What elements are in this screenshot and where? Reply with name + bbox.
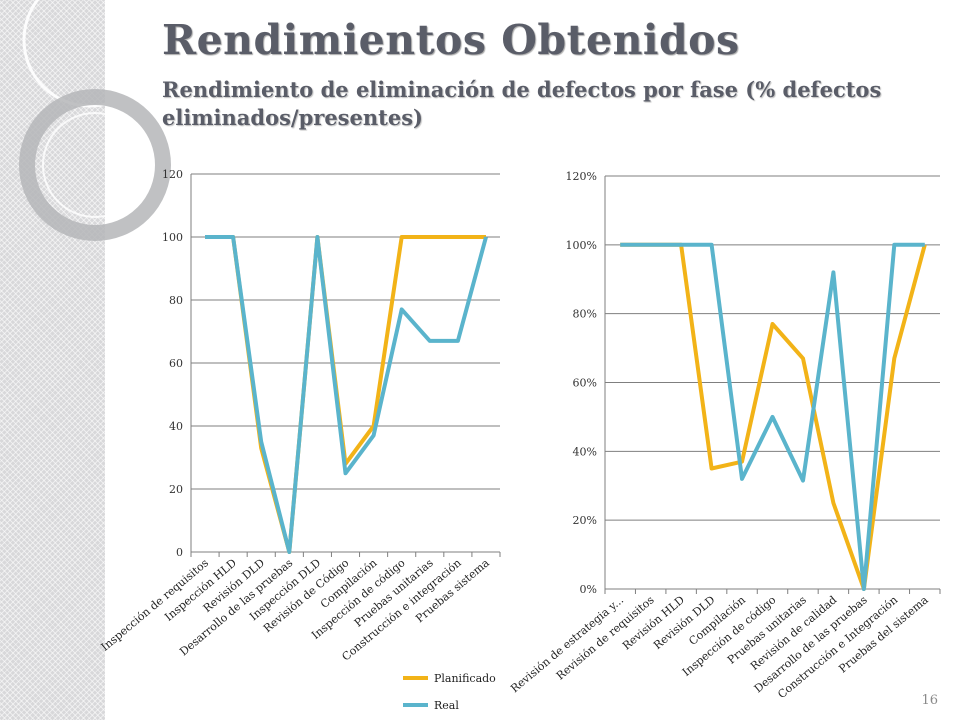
slide-number: 16 xyxy=(921,693,938,708)
y-tick-label: 60% xyxy=(573,377,597,390)
y-tick-label: 60 xyxy=(169,357,183,370)
y-tick-label: 0 xyxy=(176,546,183,559)
y-tick-label: 0% xyxy=(580,583,597,596)
slide-title: Rendimientos Obtenidos xyxy=(162,16,740,64)
y-tick-label: 80% xyxy=(573,308,597,321)
series-line-real xyxy=(205,235,488,554)
slide-subtitle: Rendimiento de eliminación de defectos p… xyxy=(162,77,882,130)
series-line-real xyxy=(620,242,925,591)
legend-label-real: Real xyxy=(434,699,459,712)
y-tick-label: 20 xyxy=(169,483,183,496)
y-tick-label: 80 xyxy=(169,294,183,307)
y-tick-label: 100% xyxy=(566,239,597,252)
y-tick-label: 40 xyxy=(169,420,183,433)
decorative-circles xyxy=(19,0,171,241)
y-tick-label: 120% xyxy=(566,170,597,183)
y-tick-label: 20% xyxy=(573,514,597,527)
legend-label-planificado: Planificado xyxy=(434,672,496,685)
y-tick-label: 100 xyxy=(162,231,183,244)
y-tick-label: 40% xyxy=(573,445,597,458)
x-tick-label: Revisión de estrategia y... xyxy=(508,593,626,695)
y-tick-label: 120 xyxy=(162,168,183,181)
